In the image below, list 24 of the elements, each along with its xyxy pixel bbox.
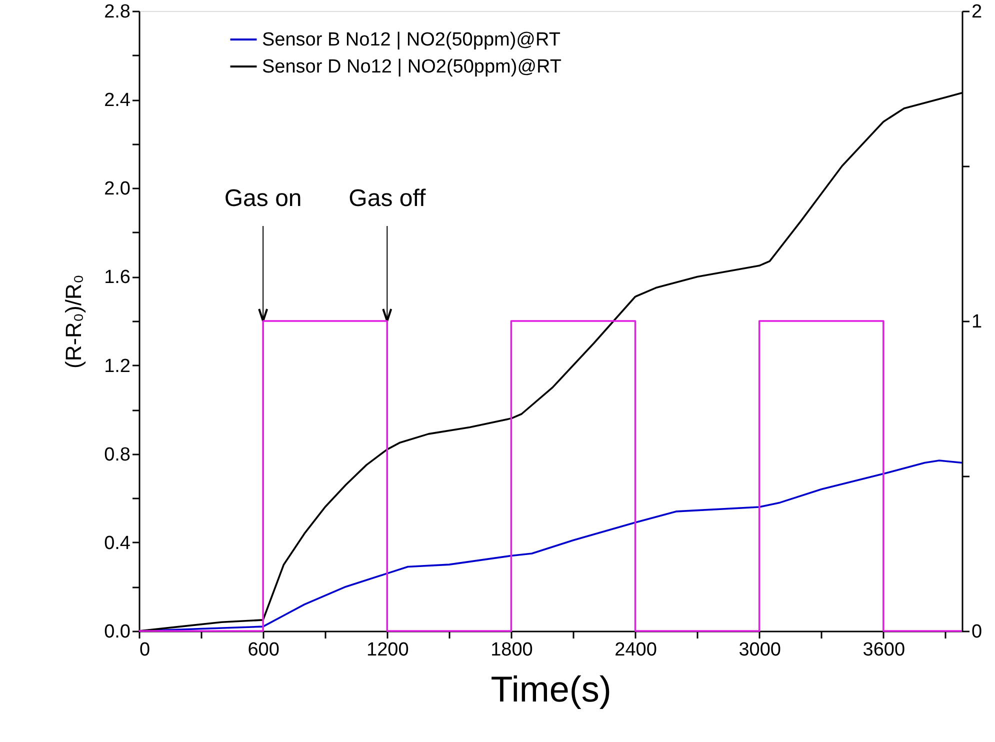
annotation: Gas off: [348, 185, 426, 212]
x-tick-label: 3600: [862, 640, 906, 660]
x-tick-label: 0: [140, 640, 150, 660]
legend-label: Sensor D No12 | NO2(50ppm)@RT: [262, 56, 562, 78]
x-tick-label: 2400: [614, 640, 657, 660]
y-tick-label: 2.0: [104, 178, 130, 200]
x-tick-label: 1800: [490, 640, 533, 660]
y-tick-label: 0.8: [104, 444, 130, 466]
y-tick-label: 1.6: [104, 267, 130, 288]
y-axis-title: (R-R₀)/R₀: [61, 274, 86, 369]
y-tick-label: 0.4: [104, 532, 131, 554]
y-tick-label: 1.2: [104, 356, 130, 377]
y-tick-label: 2.4: [104, 90, 131, 112]
x-tick-label: 600: [248, 640, 280, 660]
y-tick-label: 0.0: [104, 622, 130, 642]
y2-tick-label: 0: [972, 622, 982, 642]
x-axis-title: Time(s): [490, 668, 612, 710]
legend-label: Sensor B No12 | NO2(50ppm)@RT: [262, 30, 561, 50]
annotation: Gas on: [224, 185, 302, 212]
x-tick-label: 1200: [366, 640, 409, 660]
y2-tick-label: 2: [972, 2, 982, 22]
y2-tick-label: 1: [972, 312, 982, 332]
x-tick-label: 3000: [738, 640, 781, 660]
y-tick-label: 2.8: [104, 2, 130, 22]
